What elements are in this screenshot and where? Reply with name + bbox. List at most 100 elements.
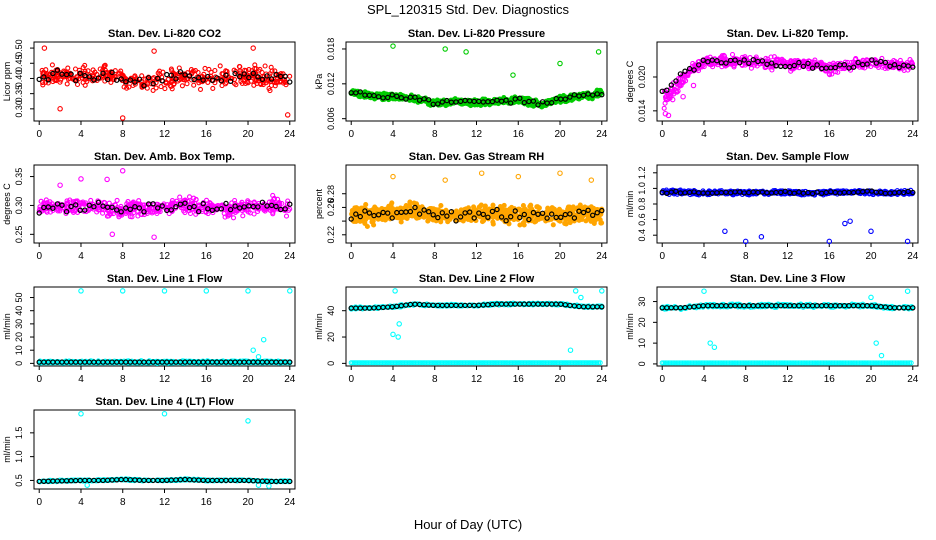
series-points (661, 51, 916, 119)
data-point (353, 205, 359, 211)
panel-5: Stan. Dev. Gas Stream RH0 4 8 12 16 20 240.220… (314, 151, 608, 262)
reference-point (132, 79, 138, 85)
data-point (251, 82, 257, 88)
data-point (283, 82, 289, 88)
reference-point (68, 71, 74, 77)
data-point (382, 217, 388, 223)
x-tick-label: 4 (78, 374, 84, 385)
x-tick-label: 0 (348, 251, 354, 262)
x-tick-label: 12 (471, 129, 483, 140)
data-point (65, 65, 71, 71)
outlier-point (690, 82, 697, 89)
data-point (362, 220, 368, 226)
reference-point (200, 77, 206, 83)
data-point (44, 70, 50, 77)
data-point (517, 206, 523, 212)
series-points (659, 187, 915, 245)
reference-point (177, 69, 184, 75)
plot-frame (345, 164, 608, 244)
x-tick-label: 24 (596, 374, 608, 385)
data-point (411, 200, 417, 206)
outlier-point (119, 115, 126, 121)
data-point (421, 211, 427, 217)
data-point (369, 217, 375, 223)
reference-point (154, 75, 161, 82)
outlier-point (842, 220, 848, 227)
data-point (168, 66, 174, 72)
data-point (121, 84, 127, 90)
x-tick-label: 8 (432, 129, 438, 140)
x-tick-label: 24 (596, 251, 608, 262)
reference-point (54, 67, 61, 73)
data-point (240, 213, 246, 219)
series-points (39, 45, 293, 121)
y-tick-label: 0 (326, 361, 336, 366)
x-tick-label: 12 (782, 129, 794, 140)
data-point (49, 62, 55, 68)
outlier-point (203, 288, 210, 294)
reference-point (118, 76, 124, 82)
x-tick-label: 16 (513, 251, 525, 262)
reference-point (41, 74, 47, 80)
x-tick-label: 24 (907, 129, 919, 140)
data-point (398, 219, 404, 225)
reference-point (50, 70, 56, 77)
data-point (167, 83, 173, 89)
y-tick-label: 0.28 (326, 185, 336, 203)
x-tick-label: 4 (701, 251, 707, 262)
outlier-point (119, 288, 126, 294)
panel-3: Stan. Dev. Li-820 Temp.0 4 8 12 16 20 240.0140… (625, 28, 919, 140)
x-tick-label: 4 (701, 129, 707, 140)
y-tick-label: 0.014 (637, 100, 647, 123)
outlier-point (41, 45, 48, 51)
reference-point (150, 80, 156, 87)
outlier-point (119, 168, 126, 174)
y-tick-label: 0.8 (637, 198, 647, 211)
y-tick-label: 0 (14, 361, 24, 366)
x-tick-label: 24 (596, 129, 608, 140)
outlier-point (245, 288, 251, 294)
data-point (267, 88, 273, 94)
reference-point (241, 71, 247, 77)
x-tick-label: 20 (865, 251, 877, 262)
data-point (64, 81, 70, 87)
reference-point (209, 77, 215, 84)
plot-frame (33, 286, 296, 367)
outlier-point (255, 354, 262, 360)
data-point (520, 220, 526, 226)
data-point (550, 222, 556, 228)
reference-point (218, 78, 225, 84)
data-point (535, 204, 541, 210)
y-tick-label: 20 (14, 332, 24, 342)
data-point (482, 205, 488, 212)
outlier-point (390, 173, 396, 180)
data-point (219, 83, 225, 89)
reference-point (264, 73, 270, 79)
x-tick-label: 4 (390, 251, 396, 262)
data-point (171, 81, 177, 87)
data-point (520, 202, 526, 209)
outlier-point (109, 231, 116, 238)
outlier-point (680, 93, 686, 100)
reference-point (168, 72, 174, 79)
y-tick-label: 0.018 (326, 38, 336, 61)
series-points (348, 288, 605, 366)
data-point (272, 83, 278, 89)
page-title: SPL_120315 Std. Dev. Diagnostics (366, 2, 570, 17)
data-point (208, 69, 214, 75)
panel-title: Stan. Dev. Li-820 Pressure (408, 28, 545, 40)
x-tick-label: 12 (471, 374, 483, 385)
reference-point (72, 77, 79, 84)
data-point (576, 215, 582, 222)
data-point (598, 220, 604, 226)
x-tick-label: 20 (554, 129, 566, 140)
x-tick-label: 20 (554, 374, 566, 385)
y-axis-label: percent (314, 188, 324, 219)
y-axis-label: ml/min (2, 313, 12, 340)
reference-point (104, 76, 111, 83)
reference-point (282, 73, 288, 80)
reference-point (91, 77, 97, 83)
data-point (184, 81, 190, 87)
data-point (558, 210, 564, 216)
data-point (262, 63, 268, 69)
